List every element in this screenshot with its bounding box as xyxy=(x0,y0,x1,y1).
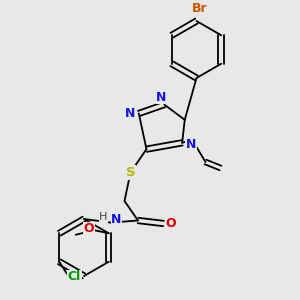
Text: O: O xyxy=(84,222,94,235)
Text: N: N xyxy=(111,213,122,226)
Text: Br: Br xyxy=(192,2,207,16)
Text: H: H xyxy=(99,212,108,222)
Text: N: N xyxy=(186,138,196,151)
Text: S: S xyxy=(126,166,135,179)
Text: N: N xyxy=(156,91,166,103)
Text: O: O xyxy=(166,217,176,230)
Text: Cl: Cl xyxy=(68,270,81,283)
Text: N: N xyxy=(124,107,135,120)
